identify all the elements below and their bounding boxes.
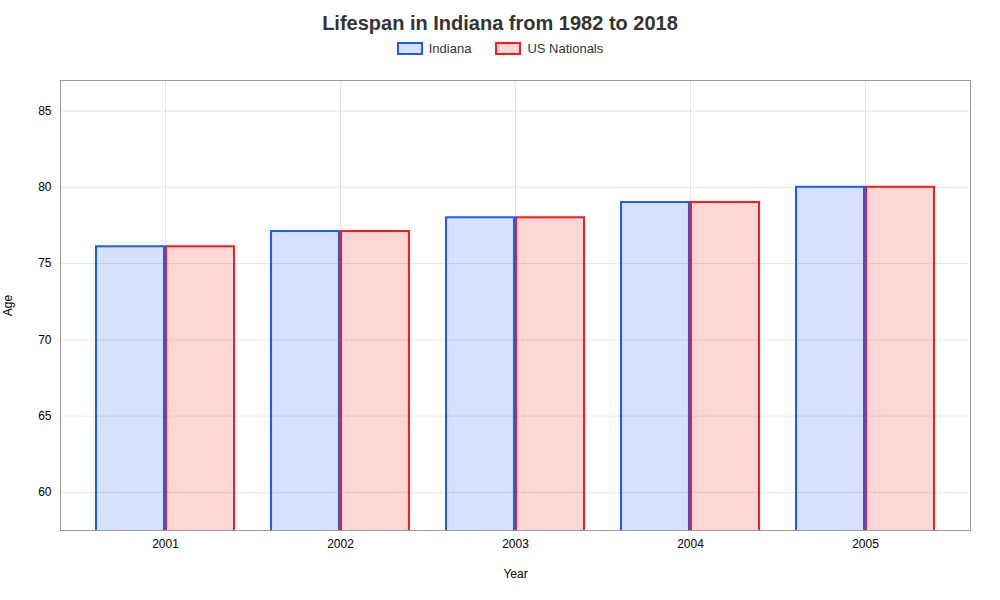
html-text:US Nationals: US Nationals [527,41,604,56]
svg-text:2003: 2003 [502,537,529,551]
svg-text:85: 85 [38,104,52,118]
svg-text:2002: 2002 [327,537,354,551]
svg-text:70: 70 [38,333,52,347]
html-text:Lifespan in Indiana from 1982: Lifespan in Indiana from 1982 to 2018 [322,12,678,34]
svg-text:2001: 2001 [152,537,179,551]
svg-text:Age: Age [1,295,15,317]
svg-text:Year: Year [503,567,527,581]
svg-text:75: 75 [38,256,52,270]
html-text:Indiana: Indiana [428,41,472,56]
svg-text:80: 80 [38,180,52,194]
svg-text:2005: 2005 [852,537,879,551]
svg-text:65: 65 [38,409,52,423]
svg-text:60: 60 [38,485,52,499]
svg-text:2004: 2004 [677,537,704,551]
